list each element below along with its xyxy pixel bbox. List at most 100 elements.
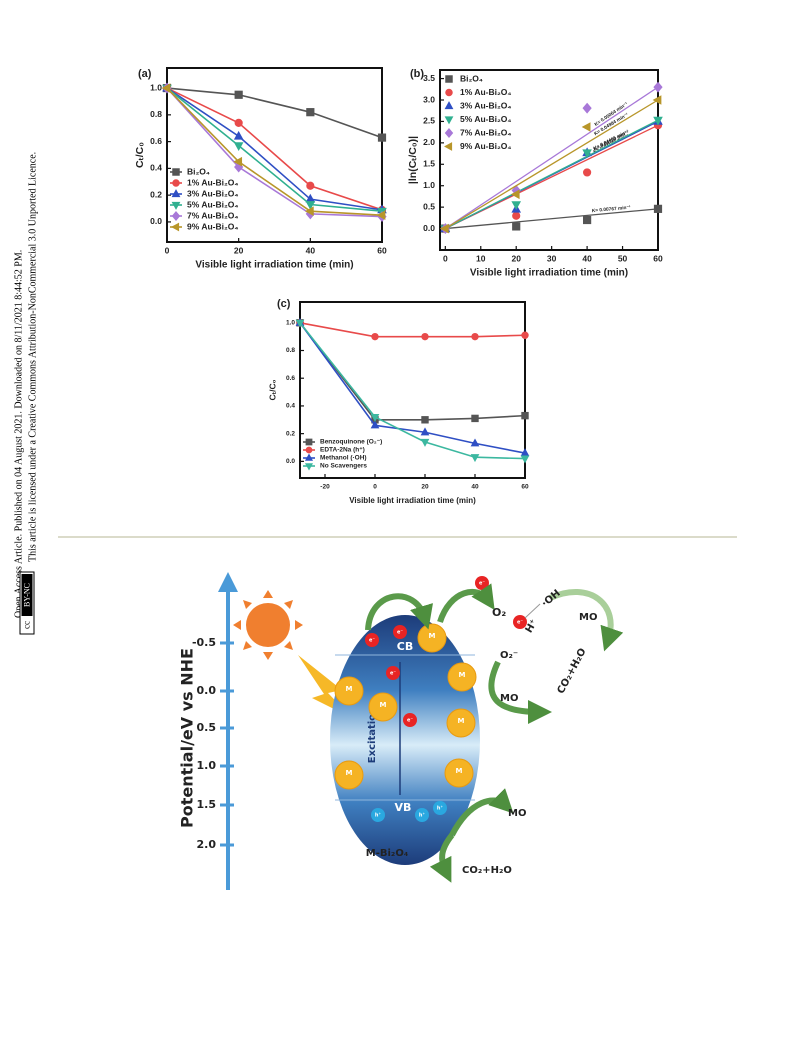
metal-label: M xyxy=(459,671,466,679)
metal-label: M xyxy=(380,701,387,709)
metal-label: M xyxy=(346,769,353,777)
holes xyxy=(371,801,447,822)
metal-labels: M M M M M M M xyxy=(346,632,466,777)
rate-annotation: K= 0.00767 min⁻¹ xyxy=(592,205,632,215)
x-tick-label: 40 xyxy=(582,253,592,263)
legend-label: Bi₂O₄ xyxy=(460,73,483,83)
mechanism-diagram: -0.5 0.0 0.5 1.0 1.5 2.0 Potential/eV vs… xyxy=(178,572,624,890)
marker xyxy=(306,108,315,117)
legend-marker xyxy=(172,168,180,176)
y-tick-label: 0.0 xyxy=(286,458,295,465)
license-badge: cc BY-NC xyxy=(19,571,35,635)
marker xyxy=(653,204,663,213)
electron xyxy=(513,615,527,629)
hole-label: h⁺ xyxy=(437,806,444,812)
metal-label: M xyxy=(346,685,353,693)
electrons xyxy=(365,576,527,727)
plot-frame xyxy=(439,69,659,251)
y-axis-title: Cₜ/C₀ xyxy=(267,379,277,400)
marker xyxy=(421,332,429,341)
y-tick-label: 0.4 xyxy=(150,163,162,173)
legend-marker xyxy=(444,128,454,138)
marker xyxy=(295,319,305,328)
marker xyxy=(652,95,662,105)
marker xyxy=(421,416,429,424)
marker xyxy=(370,420,380,429)
metal-sphere xyxy=(444,758,474,788)
y-tick-label: 0.4 xyxy=(286,403,295,410)
marker xyxy=(653,81,663,93)
x-tick-label: 20 xyxy=(421,484,429,491)
chart-b: (b) 0.0 0.5 1.0 1.5 2.0 2.5 3.0 3.5 0 10 20 30 40 50 60… xyxy=(407,68,663,279)
electron xyxy=(386,666,400,680)
legend-label: 7% Au-Bi₂O₄ xyxy=(187,210,238,220)
x-tick-label: 10 xyxy=(476,253,486,263)
axis-title: Potential/eV vs NHE xyxy=(178,648,197,828)
metal-label: M xyxy=(458,717,465,725)
mo-label: MO xyxy=(500,693,518,704)
y-tick-label: 1.0 xyxy=(423,180,435,190)
x-tick-label: -20 xyxy=(320,484,330,491)
hole-label: h⁺ xyxy=(419,813,426,819)
y-tick-label: 0.6 xyxy=(286,375,295,382)
axis-tick-label: 0.0 xyxy=(197,684,217,697)
marker xyxy=(420,438,430,447)
marker xyxy=(583,215,592,225)
mo-label: MO xyxy=(579,612,597,623)
metal-sphere xyxy=(334,676,364,706)
sun-disc xyxy=(246,603,290,647)
x-tick-label: 0 xyxy=(443,253,448,263)
marker xyxy=(371,332,379,341)
marker xyxy=(470,438,480,447)
material-label: M-Bi₂O₄ xyxy=(366,848,408,859)
oxidation-arrow xyxy=(449,788,514,837)
electron-label: e⁻ xyxy=(407,718,413,724)
y-axis-title: Cₜ/C₀ xyxy=(134,142,146,168)
series-line xyxy=(166,87,383,213)
marker xyxy=(304,206,314,217)
legend-label: 9% Au-Bi₂O₄ xyxy=(460,141,511,151)
marker xyxy=(305,201,316,210)
x-axis-title: Visible light irradiation time (min) xyxy=(470,268,628,279)
marker xyxy=(234,118,243,127)
y-tick-label: 2.5 xyxy=(423,116,435,126)
legend-label: 5% Au-Bi₂O₄ xyxy=(460,114,511,124)
series: Methanol (·OH) xyxy=(295,317,530,462)
badge-fill xyxy=(21,574,33,616)
electron-label: e⁻ xyxy=(369,638,375,644)
trend-line xyxy=(445,208,659,230)
axis-tick-label: 2.0 xyxy=(197,838,217,851)
y-tick-label: 1.0 xyxy=(286,320,295,327)
series: No Scavengers xyxy=(295,319,530,471)
license-line: This article is licensed under a Creativ… xyxy=(27,152,38,562)
marker xyxy=(521,411,529,420)
legend-label: Benzoquinone (O₂⁻) xyxy=(320,439,382,446)
series-line xyxy=(166,87,383,139)
electron xyxy=(365,633,379,647)
marker xyxy=(233,156,243,167)
electron-label: e⁻ xyxy=(517,620,523,626)
electron-label: e⁻ xyxy=(397,630,403,636)
marker xyxy=(439,223,449,234)
badge-text: BY-NC xyxy=(22,583,31,607)
cb-label: CB xyxy=(397,640,413,653)
marker xyxy=(420,427,430,436)
o2-label: O₂ xyxy=(492,606,506,619)
marker xyxy=(520,455,530,464)
series: Bi₂O₄ xyxy=(162,83,387,176)
metal-sphere xyxy=(368,692,398,722)
axis-tick-label: 1.5 xyxy=(197,798,217,811)
panel-label: (c) xyxy=(277,298,291,310)
sun xyxy=(233,590,303,660)
legend-marker xyxy=(304,463,314,471)
marker xyxy=(306,181,315,190)
series-line xyxy=(166,87,383,218)
y-axis-title: |ln(Cₜ/C₀)| xyxy=(407,136,419,184)
potential-ticks: -0.5 0.0 0.5 1.0 1.5 2.0 xyxy=(192,636,234,851)
axis-tick-label: 1.0 xyxy=(197,759,217,772)
y-tick-label: 2.0 xyxy=(423,137,435,147)
legend-label: 3% Au-Bi₂O₄ xyxy=(460,100,511,110)
electron xyxy=(403,713,417,727)
legend-label: 3% Au-Bi₂O₄ xyxy=(187,188,238,198)
